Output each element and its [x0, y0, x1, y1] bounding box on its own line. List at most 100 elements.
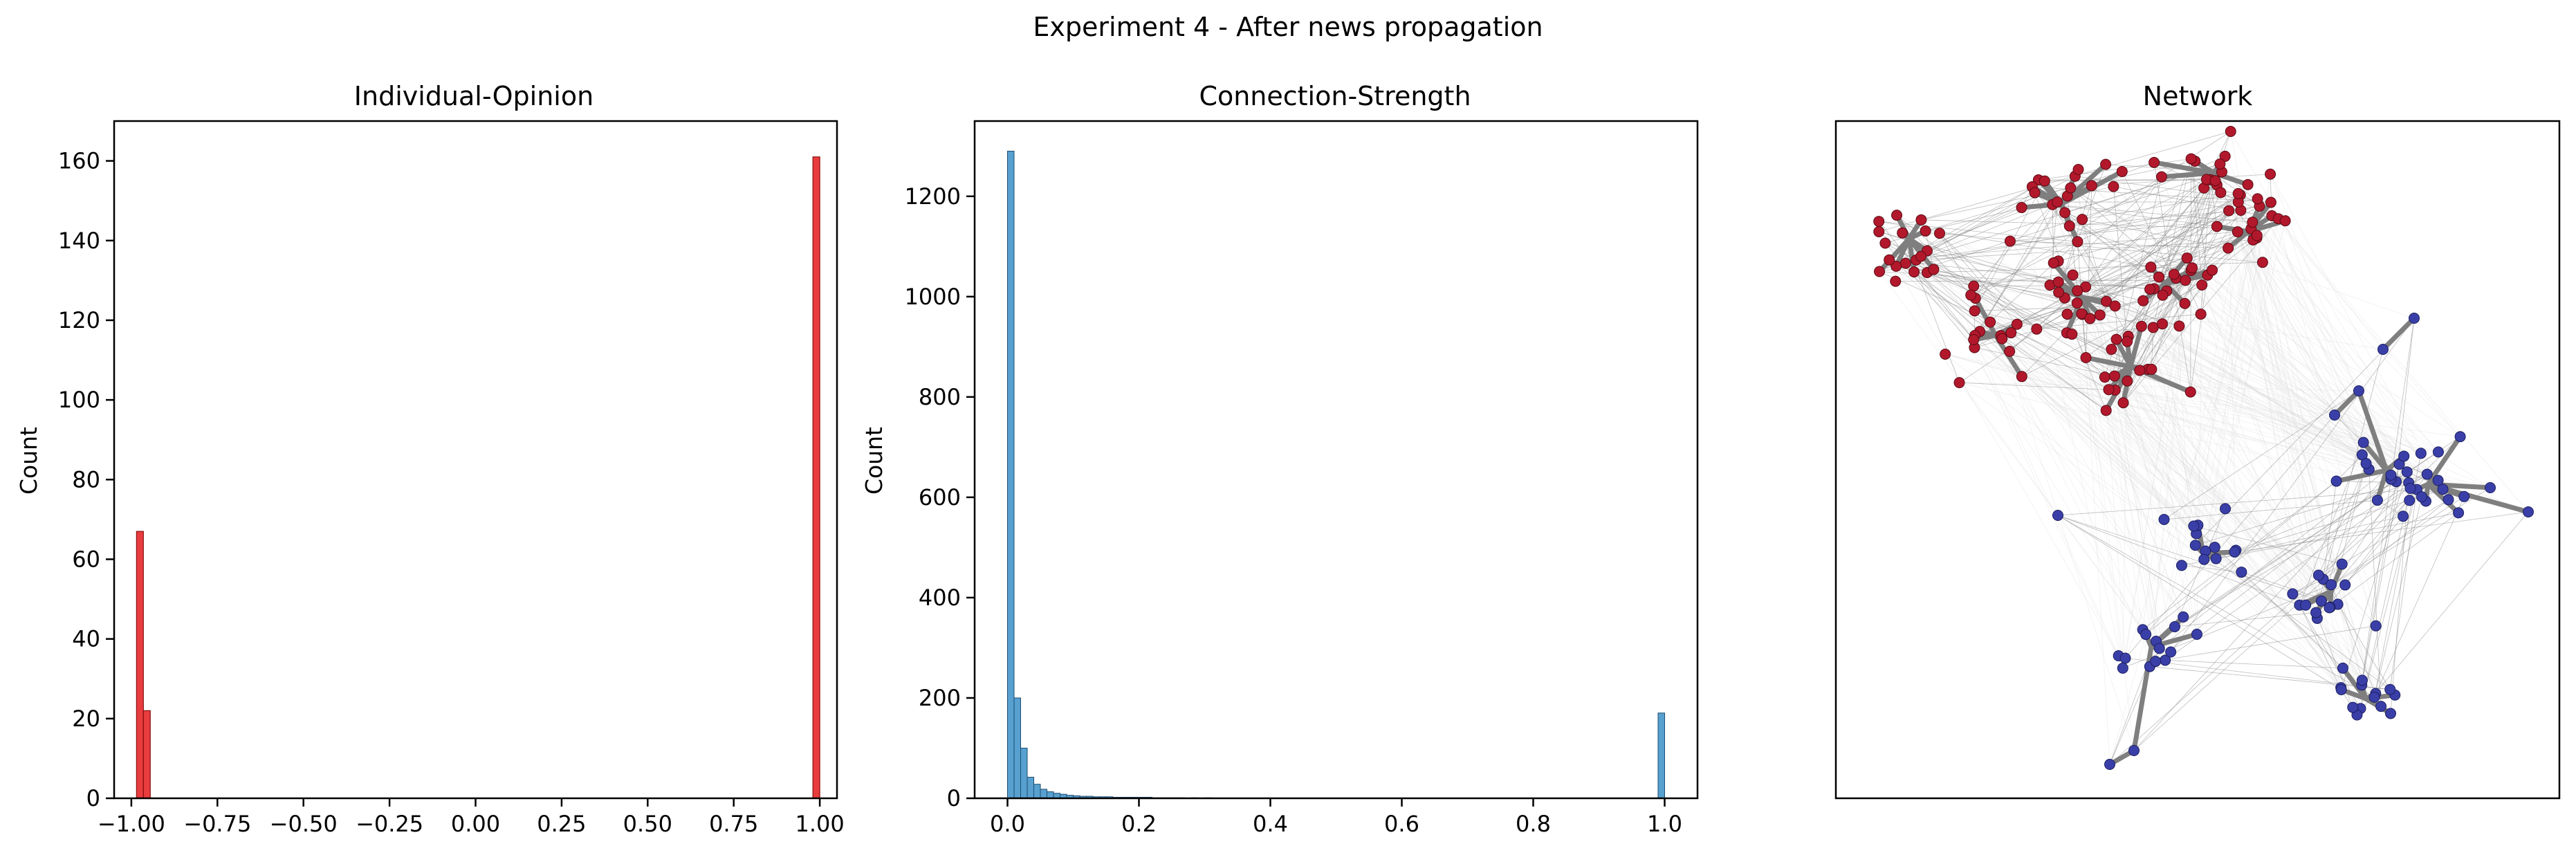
network-node-red — [2084, 313, 2096, 324]
opinion-histogram-panel: Individual-Opinion Count −1.00 −0.75 −0.50… — [15, 81, 845, 837]
network-thin-edge — [2190, 275, 2208, 392]
network-thin-edge — [1879, 198, 2258, 272]
network-node-red — [2110, 333, 2122, 345]
network-thin-edge — [1879, 181, 2045, 272]
network-weak-edge — [2104, 376, 2361, 709]
network-weak-edge — [2206, 179, 2335, 416]
network-node-red — [2256, 257, 2268, 268]
network-node-red — [2135, 320, 2147, 332]
network-thin-edge — [2081, 201, 2239, 314]
opinion-xtick-label: −0.75 — [183, 811, 251, 837]
network-node-red — [1890, 260, 1902, 272]
network-weak-edge — [2067, 313, 2197, 534]
network-node-red — [2187, 262, 2198, 274]
network-node-blue — [2324, 602, 2335, 614]
network-thin-edge — [2361, 456, 2404, 686]
network-weak-edge — [2052, 204, 2317, 613]
strength-ytick-label: 200 — [919, 685, 961, 711]
network-node-blue — [2368, 691, 2380, 703]
network-thin-edge — [2357, 511, 2529, 715]
strength-bar — [1020, 747, 1028, 799]
network-weak-edge — [1974, 335, 2362, 686]
network-thin-edge — [2133, 564, 2342, 751]
network-weak-edge — [2058, 282, 2422, 454]
network-node-red — [2185, 153, 2197, 165]
network-weak-edge — [2201, 284, 2427, 502]
network-graph — [1873, 126, 2534, 770]
network-weak-edge — [2278, 218, 2384, 350]
network-node-blue — [2326, 579, 2337, 591]
network-weak-edge — [1974, 347, 2400, 465]
opinion-bar — [812, 156, 820, 799]
network-thin-edge — [2082, 193, 2238, 220]
network-weak-edge — [2250, 228, 2322, 601]
network-weak-edge — [2207, 275, 2439, 452]
network-node-red — [1968, 334, 1980, 346]
opinion-axes: −1.00 −0.75 −0.50 −0.25 0.00 0.25 0.50 0.75 1.00… — [58, 148, 845, 837]
network-node-red — [1920, 225, 1931, 237]
network-weak-edge — [2158, 277, 2217, 559]
network-thin-edge — [2181, 564, 2242, 573]
network-weak-edge — [2086, 357, 2194, 526]
network-thin-edge — [1974, 286, 2140, 371]
network-weak-edge — [1939, 232, 2330, 608]
network-weak-edge — [2237, 231, 2404, 457]
network-thin-edge — [2021, 284, 2202, 377]
opinion-xtick-label: 0.75 — [709, 811, 758, 837]
opinion-ytick-label: 140 — [58, 228, 100, 254]
network-node-red — [2265, 168, 2276, 180]
network-thin-edge — [2323, 481, 2337, 580]
network-weak-edge — [2270, 174, 2439, 481]
network-node-red — [2052, 196, 2063, 208]
network-weak-edge — [1895, 266, 2197, 534]
figure-suptitle: Experiment 4 - After news propagation — [1033, 12, 1543, 42]
network-weak-edge — [1975, 297, 2391, 690]
network-node-red — [2100, 405, 2112, 416]
network-node-red — [2109, 300, 2121, 312]
network-node-red — [2209, 175, 2221, 187]
network-weak-edge — [1959, 382, 2359, 392]
network-weak-edge — [1974, 347, 2124, 669]
network-thin-edge — [2362, 464, 2400, 681]
opinion-ytick-label: 120 — [58, 307, 100, 333]
network-node-red — [2031, 323, 2043, 335]
network-node-red — [2149, 156, 2160, 168]
network-thin-edge — [2057, 515, 2300, 606]
network-thin-edge — [2164, 390, 2359, 520]
network-node-blue — [2371, 495, 2383, 506]
network-node-blue — [2370, 620, 2382, 632]
network-node-red — [2071, 297, 2083, 309]
network-weak-edge — [2240, 194, 2331, 607]
network-weak-edge — [1979, 331, 2362, 686]
network-node-red — [2108, 181, 2119, 192]
strength-ytick-label: 800 — [919, 384, 961, 410]
network-node-blue — [2357, 436, 2369, 448]
network-weak-edge — [2142, 300, 2206, 551]
network-node-blue — [2360, 458, 2372, 470]
network-thin-edge — [2151, 327, 2154, 369]
network-weak-edge — [2228, 210, 2443, 490]
network-thin-edge — [2147, 210, 2229, 370]
network-thin-edge — [2390, 482, 2409, 714]
network-thin-edge — [2159, 456, 2404, 649]
network-node-red — [1873, 216, 1885, 228]
network-thin-edge — [2133, 456, 2404, 751]
network-weak-edge — [2285, 221, 2367, 464]
network-weak-edge — [2085, 286, 2337, 481]
network-weak-edge — [2230, 131, 2428, 475]
network-node-blue — [2442, 494, 2454, 506]
strength-bar — [1027, 777, 1034, 799]
network-node-red — [2004, 345, 2016, 357]
network-node-blue — [2404, 483, 2416, 495]
opinion-ytick-label: 160 — [58, 148, 100, 174]
network-weak-edge — [2262, 261, 2439, 452]
network-thin-edge — [2142, 481, 2337, 630]
network-node-red — [2005, 327, 2017, 339]
network-thin-edge — [2330, 512, 2459, 608]
network-node-red — [2181, 252, 2193, 264]
network-node-red — [1874, 266, 1886, 277]
network-weak-edge — [2159, 239, 2254, 649]
network-weak-edge — [2064, 212, 2409, 484]
network-node-red — [2144, 284, 2156, 295]
